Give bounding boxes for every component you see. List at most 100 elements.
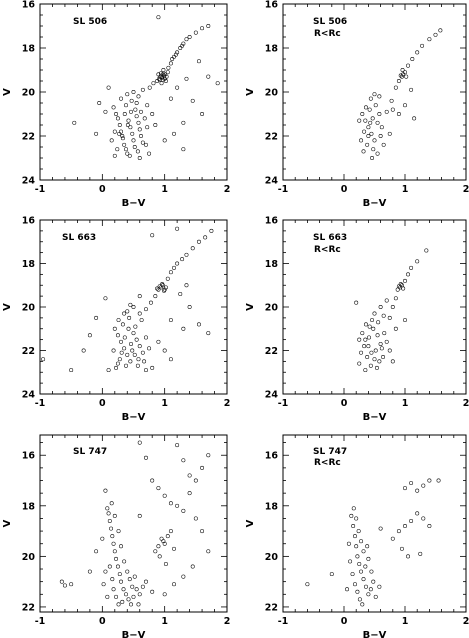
data-point xyxy=(181,326,186,331)
x-tick-label: -1 xyxy=(278,184,289,195)
data-point xyxy=(126,326,131,331)
x-tick-label: 0 xyxy=(99,184,106,195)
data-point xyxy=(162,493,167,498)
x-tick-label: 2 xyxy=(224,616,231,627)
data-point xyxy=(370,156,375,160)
data-point xyxy=(399,74,404,79)
data-point xyxy=(117,123,122,127)
cluster-name-label: SL 747 xyxy=(313,447,347,457)
data-point xyxy=(172,546,176,551)
radius-cut-label: R<Rc xyxy=(314,458,341,468)
data-point xyxy=(363,322,368,327)
cmd-panel-2: -1 0 1 2 16 18 20 22 24 B−V V SL 506 R<Rc xyxy=(245,0,469,209)
data-point xyxy=(361,149,366,154)
data-point xyxy=(107,564,112,569)
data-point xyxy=(373,594,378,599)
data-point xyxy=(111,541,116,546)
data-point xyxy=(157,76,162,81)
data-point xyxy=(190,98,195,103)
data-point xyxy=(175,226,180,231)
data-point xyxy=(163,72,168,77)
data-point xyxy=(373,348,378,353)
data-point xyxy=(122,112,127,116)
data-point xyxy=(360,602,365,607)
data-point xyxy=(137,127,142,132)
x-tick-label: -1 xyxy=(278,398,289,409)
x-tick-label: 2 xyxy=(224,398,231,409)
data-point xyxy=(162,288,167,293)
data-point xyxy=(137,311,142,316)
data-point xyxy=(355,554,360,559)
data-point xyxy=(379,346,384,351)
data-point xyxy=(165,534,170,539)
data-point xyxy=(157,554,162,559)
y-tick-label: 20 xyxy=(265,552,279,563)
data-point xyxy=(427,37,432,42)
y-axis-label: V xyxy=(245,303,256,311)
data-point xyxy=(106,85,111,90)
y-axis-label: V xyxy=(2,88,13,96)
data-point xyxy=(166,65,171,70)
data-point xyxy=(389,98,394,103)
data-point xyxy=(412,116,417,121)
data-point xyxy=(390,536,395,541)
data-point xyxy=(196,59,201,64)
x-tick-label: -1 xyxy=(35,398,46,409)
data-point xyxy=(372,311,377,316)
data-point xyxy=(406,272,411,277)
cluster-name-label: SL 747 xyxy=(73,447,107,457)
data-point xyxy=(147,85,152,90)
data-point xyxy=(175,85,180,90)
data-point xyxy=(363,337,368,342)
data-point xyxy=(59,579,64,584)
data-point xyxy=(129,602,133,607)
data-point xyxy=(116,318,121,323)
data-point xyxy=(156,72,161,77)
data-point xyxy=(427,524,432,529)
data-point xyxy=(137,592,142,597)
data-point xyxy=(103,569,108,574)
data-point xyxy=(206,453,211,458)
data-point xyxy=(376,320,381,325)
data-point xyxy=(200,529,205,534)
data-point xyxy=(112,326,117,331)
data-point xyxy=(190,564,195,569)
data-point xyxy=(153,294,158,299)
plot-frame xyxy=(39,434,228,613)
data-point xyxy=(381,313,386,318)
data-point xyxy=(363,368,368,373)
data-point xyxy=(137,156,142,160)
data-point xyxy=(215,81,220,86)
data-point xyxy=(379,125,384,130)
y-tick-label: 24 xyxy=(265,390,279,401)
y-tick-label: 22 xyxy=(265,602,278,613)
data-point xyxy=(353,582,357,587)
cluster-name-label: SL 506 xyxy=(73,17,107,27)
data-point xyxy=(87,569,92,574)
data-point xyxy=(156,544,161,549)
data-point xyxy=(143,455,148,460)
data-point xyxy=(81,348,86,353)
data-point xyxy=(137,513,142,518)
data-point xyxy=(139,109,143,114)
data-point xyxy=(357,337,362,342)
data-point xyxy=(396,79,401,83)
data-point xyxy=(69,582,74,587)
data-point xyxy=(107,518,112,523)
y-tick-label: 16 xyxy=(22,0,36,11)
data-point xyxy=(196,239,201,244)
data-point xyxy=(160,77,165,82)
data-point xyxy=(187,491,192,496)
data-point xyxy=(121,587,126,592)
data-point xyxy=(145,125,150,130)
data-point xyxy=(390,107,395,112)
data-point xyxy=(114,112,119,116)
data-point xyxy=(369,569,374,574)
data-point xyxy=(436,478,441,483)
data-point xyxy=(393,296,398,301)
data-point xyxy=(172,265,176,270)
data-point xyxy=(206,24,211,28)
data-point xyxy=(128,125,133,130)
y-tick-label: 22 xyxy=(265,132,278,143)
